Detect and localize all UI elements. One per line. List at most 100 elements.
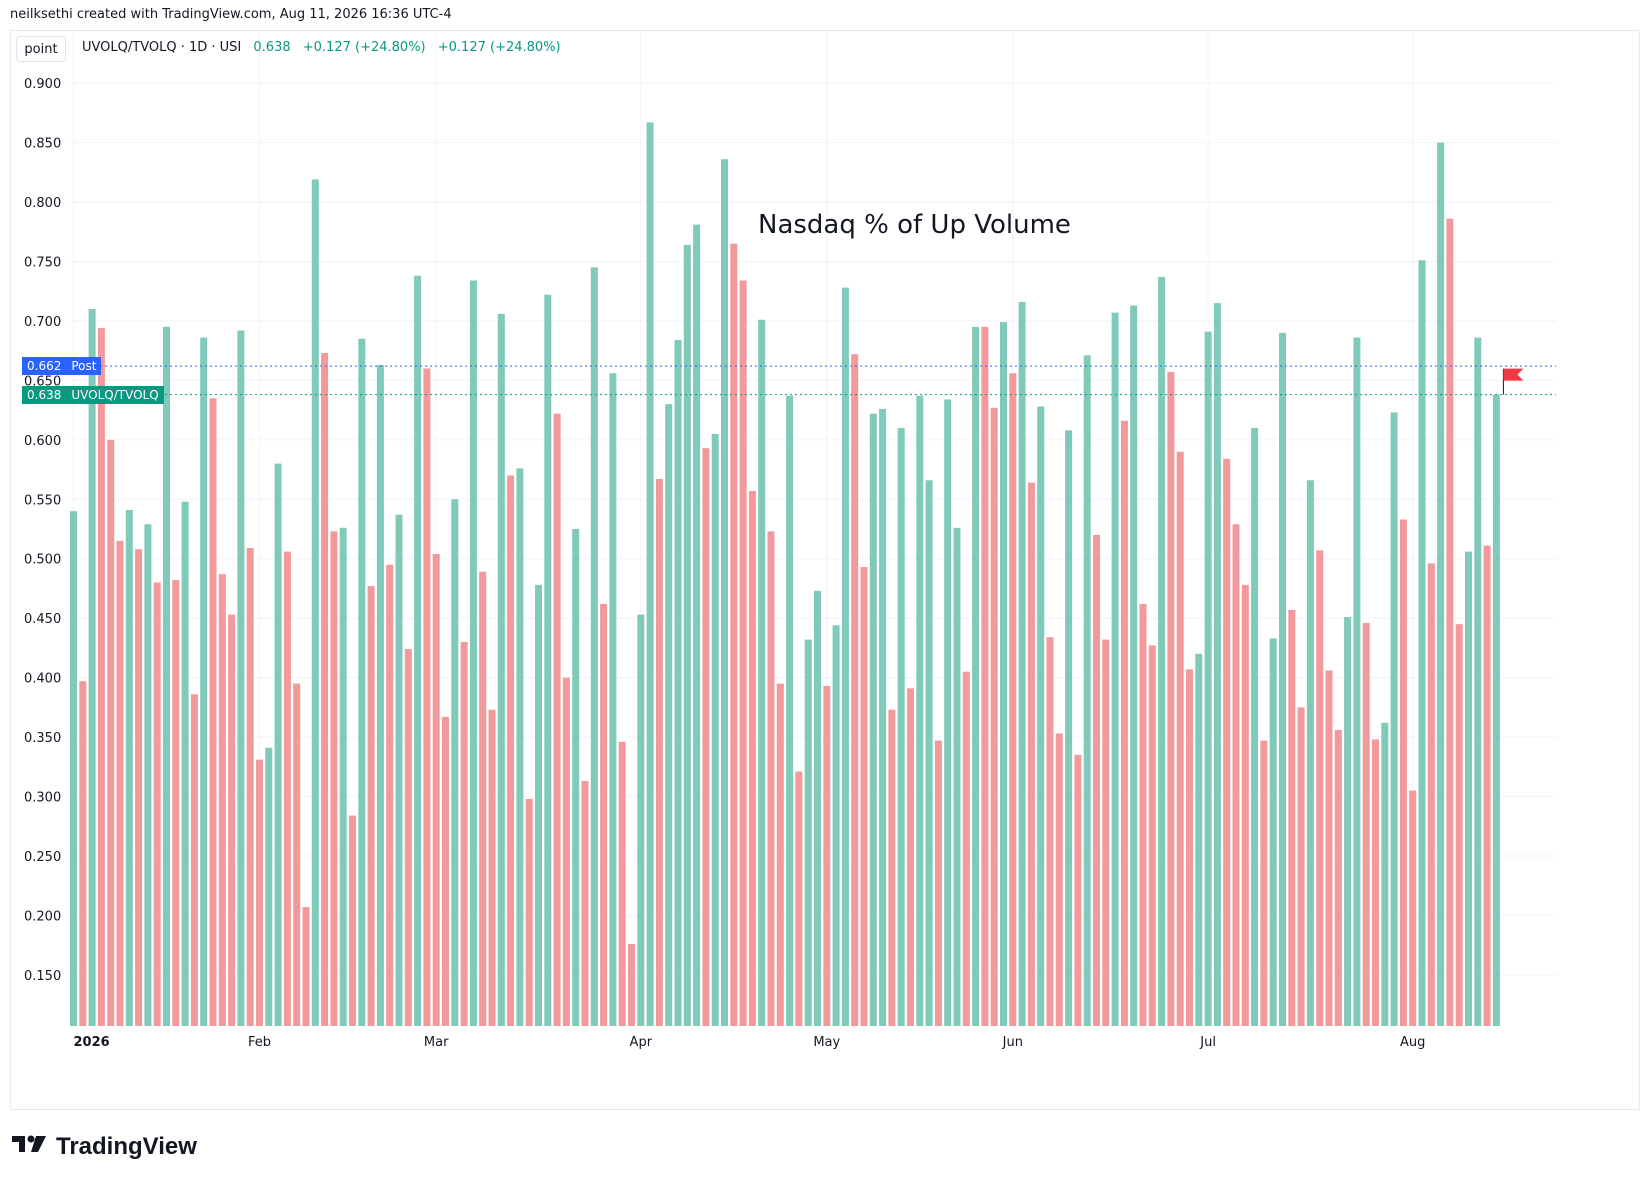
bar bbox=[1093, 534, 1100, 1026]
bar bbox=[758, 319, 766, 1027]
bar bbox=[339, 527, 347, 1026]
bar bbox=[944, 399, 952, 1026]
bar bbox=[646, 122, 654, 1026]
bar bbox=[1186, 669, 1193, 1026]
bar bbox=[1158, 276, 1166, 1027]
bar bbox=[1009, 373, 1017, 1026]
flag-icon bbox=[1502, 368, 1524, 395]
bar bbox=[1455, 624, 1463, 1026]
bar bbox=[590, 267, 598, 1027]
bar bbox=[144, 524, 152, 1026]
bar bbox=[786, 395, 794, 1027]
bar bbox=[795, 771, 803, 1026]
bar bbox=[1418, 260, 1426, 1026]
bar bbox=[88, 309, 96, 1026]
bar bbox=[209, 398, 217, 1026]
y-tick-label: 0.800 bbox=[24, 196, 61, 211]
bar bbox=[1111, 312, 1119, 1026]
bar bbox=[823, 685, 831, 1026]
bar bbox=[1288, 609, 1296, 1026]
bar bbox=[274, 463, 282, 1027]
bar bbox=[172, 580, 180, 1026]
bar bbox=[916, 395, 924, 1027]
y-tick-label: 0.450 bbox=[24, 612, 61, 627]
chart-annotation: Nasdaq % of Up Volume bbox=[758, 210, 1071, 240]
bar bbox=[832, 625, 840, 1026]
bar bbox=[1102, 639, 1110, 1026]
bar bbox=[181, 501, 189, 1027]
bar bbox=[1241, 584, 1249, 1026]
bar bbox=[1148, 645, 1156, 1026]
bar bbox=[1037, 406, 1045, 1027]
bar bbox=[256, 759, 263, 1026]
y-tick-label: 0.200 bbox=[24, 909, 61, 924]
bar bbox=[228, 614, 236, 1026]
x-axis-labels: 2026 Feb Mar Apr May Jun Jul Aug bbox=[74, 1035, 1426, 1050]
bar bbox=[1437, 142, 1445, 1027]
bar bbox=[609, 373, 617, 1026]
legend-symbol[interactable]: UVOLQ/TVOLQ · 1D · USI bbox=[82, 40, 242, 55]
y-tick-label: 0.300 bbox=[24, 791, 61, 806]
bar bbox=[888, 709, 896, 1026]
bar bbox=[683, 244, 691, 1026]
bar bbox=[1213, 303, 1221, 1026]
bar bbox=[395, 514, 403, 1026]
bar bbox=[349, 815, 356, 1026]
bar bbox=[469, 280, 477, 1026]
bar bbox=[1372, 739, 1379, 1026]
bar bbox=[1269, 638, 1277, 1026]
bar bbox=[1018, 301, 1026, 1026]
legend-change: +0.127 (+24.80%) bbox=[302, 40, 426, 55]
bar bbox=[535, 584, 542, 1026]
bar bbox=[1232, 524, 1240, 1026]
bar bbox=[953, 527, 961, 1026]
tradingview-logo[interactable]: TradingView bbox=[12, 1132, 197, 1162]
bar bbox=[600, 603, 608, 1026]
bar bbox=[79, 681, 87, 1026]
post-price-tag: 0.662 Post bbox=[22, 357, 102, 376]
bar bbox=[200, 337, 208, 1026]
bar bbox=[1483, 545, 1491, 1026]
bar bbox=[1130, 305, 1138, 1027]
bar bbox=[907, 688, 914, 1026]
bar bbox=[804, 639, 812, 1026]
bar bbox=[1306, 480, 1314, 1026]
bar bbox=[553, 413, 561, 1026]
y-tick-label: 0.500 bbox=[24, 553, 61, 568]
bar bbox=[1316, 550, 1324, 1026]
series-price-tag: 0.638 UVOLQ/TVOLQ bbox=[22, 385, 164, 404]
bar bbox=[70, 511, 77, 1027]
bar bbox=[1344, 616, 1352, 1026]
bar bbox=[1176, 451, 1184, 1026]
bar bbox=[488, 709, 496, 1026]
bar bbox=[776, 683, 784, 1026]
bar bbox=[1204, 331, 1212, 1026]
bar bbox=[1325, 670, 1333, 1026]
bar bbox=[97, 328, 105, 1026]
bar bbox=[1399, 519, 1407, 1026]
bar bbox=[1223, 458, 1231, 1027]
y-tick-label: 0.900 bbox=[24, 77, 61, 92]
y-tick-label: 0.150 bbox=[24, 969, 61, 984]
bar bbox=[1074, 754, 1082, 1026]
bar bbox=[516, 468, 524, 1027]
bar bbox=[1167, 372, 1175, 1027]
bar bbox=[330, 531, 338, 1026]
bar bbox=[711, 433, 719, 1026]
bar bbox=[1195, 653, 1203, 1026]
bar bbox=[1055, 733, 1063, 1026]
bar bbox=[925, 480, 933, 1026]
bar bbox=[283, 551, 291, 1026]
bar bbox=[934, 740, 942, 1026]
bar bbox=[460, 641, 468, 1026]
bar bbox=[497, 313, 505, 1026]
bar bbox=[860, 567, 868, 1026]
bar bbox=[1297, 707, 1305, 1026]
bar bbox=[302, 907, 310, 1026]
bar bbox=[739, 280, 747, 1026]
bar bbox=[116, 540, 124, 1026]
bar bbox=[730, 243, 738, 1027]
bar bbox=[386, 564, 394, 1026]
point-button[interactable]: point bbox=[16, 36, 66, 62]
